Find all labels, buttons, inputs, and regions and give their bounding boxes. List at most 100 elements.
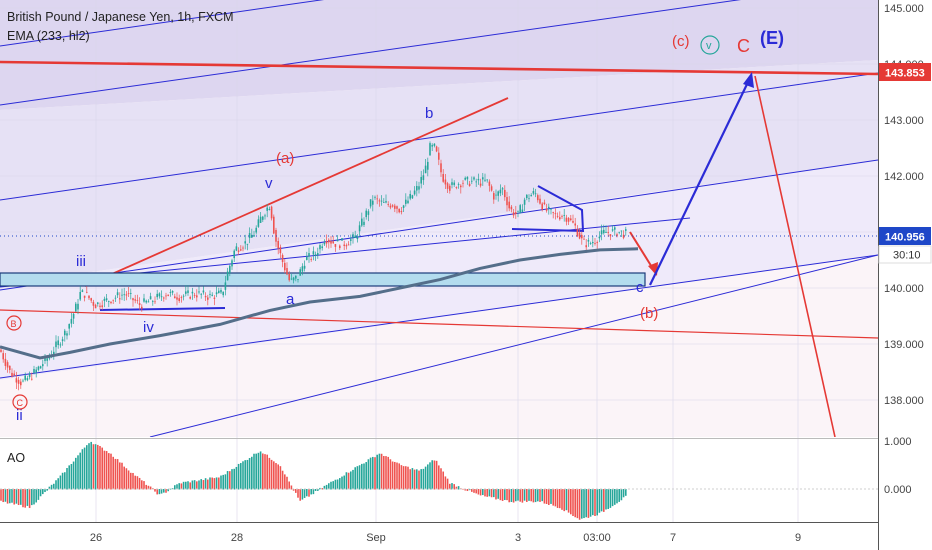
candle bbox=[167, 294, 169, 296]
candle bbox=[79, 291, 81, 300]
candle bbox=[622, 234, 625, 238]
ao-bar bbox=[594, 489, 596, 517]
candle bbox=[596, 242, 598, 244]
ao-bar bbox=[611, 489, 614, 507]
ao-bar bbox=[207, 479, 209, 490]
candle bbox=[407, 200, 409, 204]
time-axis-ticks: 26 28 Sep 3 03:00 7 9 bbox=[90, 532, 801, 544]
ao-bar bbox=[607, 489, 609, 509]
candle bbox=[207, 297, 209, 300]
ao-bar bbox=[189, 482, 191, 490]
ao-bar bbox=[33, 489, 35, 505]
time-axis-bg[interactable] bbox=[0, 522, 878, 550]
ao-bar bbox=[385, 456, 387, 490]
ao-bar bbox=[169, 488, 172, 490]
candle bbox=[354, 235, 356, 238]
ao-bar bbox=[108, 453, 110, 490]
candle bbox=[497, 191, 499, 196]
ao-bar bbox=[352, 469, 354, 490]
candle bbox=[332, 241, 334, 244]
ao-bar bbox=[438, 465, 440, 490]
wave-B-circle-icon bbox=[6, 315, 22, 331]
grid bbox=[0, 0, 878, 522]
candle bbox=[94, 304, 97, 309]
channel-lines bbox=[0, 0, 878, 437]
ao-bar bbox=[119, 462, 121, 490]
ao-bar bbox=[605, 489, 607, 510]
candle bbox=[369, 199, 372, 207]
candle bbox=[209, 293, 211, 295]
candle bbox=[121, 294, 123, 296]
candle bbox=[224, 282, 227, 290]
ao-bar bbox=[583, 489, 585, 519]
candle bbox=[270, 206, 273, 219]
ao-bar bbox=[81, 449, 84, 490]
wave-v-circle-label: v bbox=[706, 40, 712, 52]
candle bbox=[31, 378, 33, 380]
candle bbox=[147, 301, 150, 303]
candle bbox=[149, 296, 152, 300]
ao-bar bbox=[105, 451, 108, 490]
candle bbox=[517, 210, 519, 212]
ao-bar bbox=[389, 459, 392, 490]
indicator-title: EMA (233, hl2) bbox=[7, 29, 90, 43]
candle bbox=[499, 189, 502, 194]
ao-bar bbox=[237, 463, 240, 490]
ao-bar bbox=[343, 475, 345, 490]
ao-bar bbox=[609, 489, 612, 508]
candle bbox=[537, 195, 539, 201]
candle bbox=[9, 365, 11, 370]
ao-bar bbox=[235, 466, 238, 490]
candle bbox=[193, 295, 196, 297]
ao-bar bbox=[312, 489, 315, 495]
ao-bar bbox=[6, 489, 9, 504]
candle bbox=[468, 183, 471, 186]
candle bbox=[585, 245, 587, 248]
candle bbox=[57, 340, 59, 345]
ao-bar bbox=[257, 452, 260, 490]
ao-bar bbox=[242, 461, 244, 490]
candle bbox=[213, 297, 216, 299]
ao-bar bbox=[506, 489, 508, 501]
candles bbox=[0, 141, 627, 391]
ao-bar bbox=[77, 455, 79, 490]
ao-bar bbox=[185, 481, 187, 490]
candle bbox=[108, 301, 110, 302]
price-axis-bg[interactable] bbox=[878, 0, 932, 550]
candle bbox=[255, 227, 257, 233]
ao-bar bbox=[24, 489, 26, 508]
ao-bar bbox=[244, 460, 246, 490]
current-price-badge: 140.956 30:10 bbox=[878, 227, 932, 264]
ao-bar bbox=[449, 483, 451, 490]
wave-b-label: b bbox=[425, 105, 433, 122]
ao-bar bbox=[488, 489, 491, 497]
ao-bar bbox=[372, 456, 374, 490]
ao-bar bbox=[224, 474, 227, 490]
ao-bar bbox=[433, 460, 436, 490]
candle bbox=[114, 297, 117, 299]
candle bbox=[268, 208, 271, 210]
candle bbox=[424, 165, 427, 174]
wave-labels: iii iv v (a) a b c (b) (c) C (E) ii v B … bbox=[6, 28, 784, 424]
candle bbox=[453, 182, 455, 185]
ao-bar bbox=[196, 481, 198, 490]
ao-bar bbox=[455, 486, 458, 490]
candle bbox=[215, 292, 218, 295]
candle bbox=[552, 212, 554, 213]
candle bbox=[607, 232, 609, 234]
candle bbox=[281, 255, 284, 263]
ao-bar bbox=[72, 461, 75, 490]
ao-bar bbox=[220, 475, 222, 490]
legend[interactable]: British Pound / Japanese Yen, 1h, FXCM E… bbox=[7, 10, 234, 43]
candle bbox=[539, 198, 541, 204]
candle bbox=[521, 209, 524, 213]
candle bbox=[290, 278, 293, 280]
ao-bar bbox=[198, 480, 200, 490]
candle bbox=[0, 349, 2, 352]
ao-bar bbox=[90, 441, 92, 490]
wave-ii-label: ii bbox=[16, 407, 23, 424]
ao-bar bbox=[361, 463, 363, 490]
candle bbox=[488, 181, 491, 186]
